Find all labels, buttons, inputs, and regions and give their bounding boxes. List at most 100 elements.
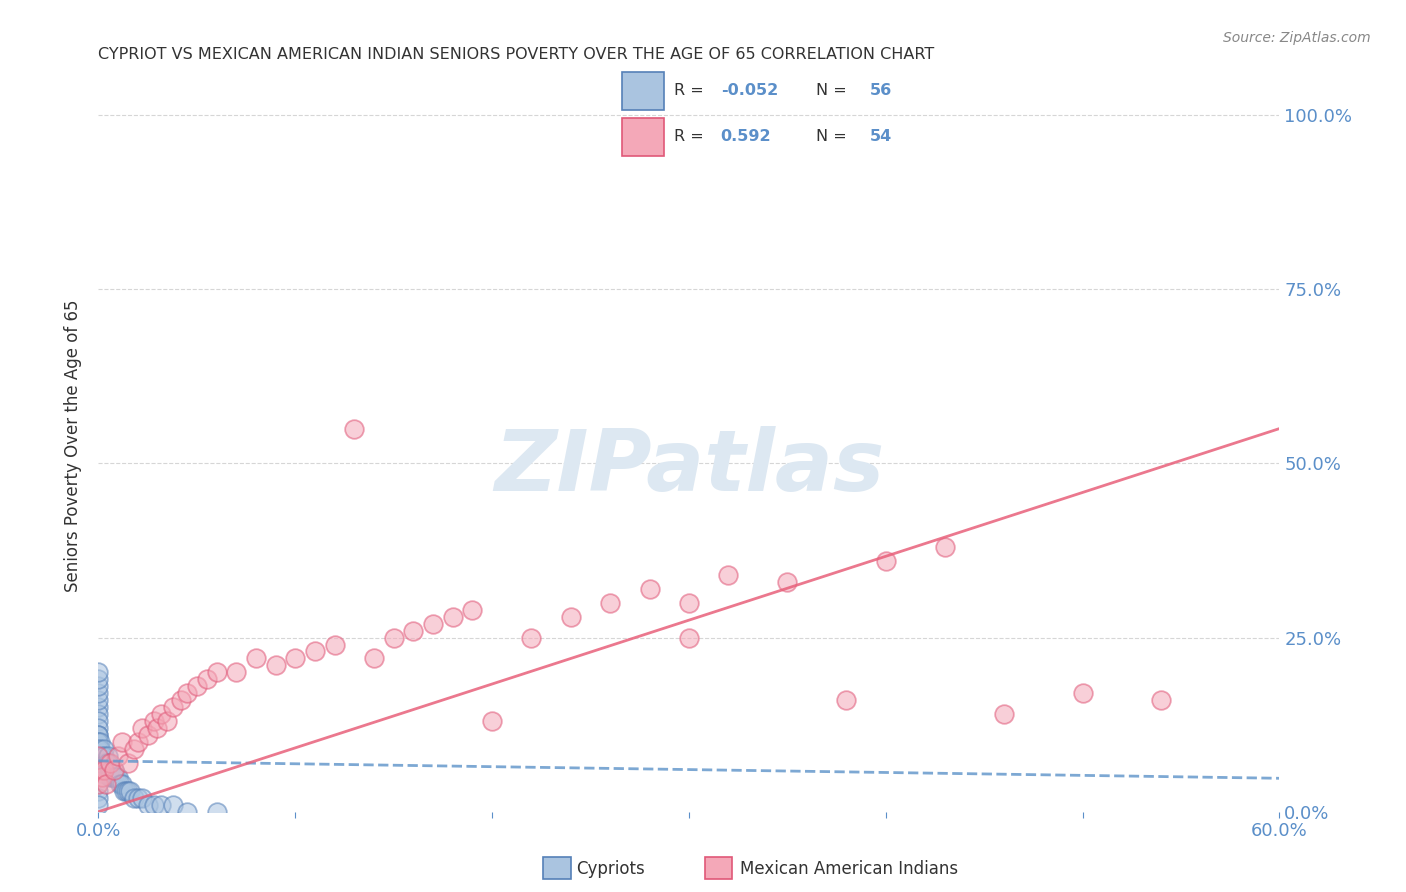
Point (835, 693, 858, 707)
Point (136, 797, 159, 812)
Point (87, 686, 110, 700)
Point (112, 784, 135, 798)
Point (162, 700, 184, 714)
Text: ZIPatlas: ZIPatlas (494, 426, 884, 509)
Point (150, 707, 173, 722)
Point (284, 651, 307, 665)
Point (89, 735, 111, 749)
Point (1150, 693, 1173, 707)
Point (115, 784, 138, 798)
Point (87, 742, 110, 756)
Bar (704, 857, 733, 879)
Point (205, 805, 228, 819)
Point (162, 797, 184, 812)
Point (245, 651, 267, 665)
Point (87, 673, 110, 687)
Point (91, 749, 114, 764)
Point (103, 770, 125, 784)
Point (875, 554, 897, 568)
Point (520, 631, 543, 645)
Point (156, 714, 179, 728)
Text: Cypriots: Cypriots (576, 860, 645, 878)
Point (176, 686, 198, 700)
Point (91, 756, 114, 770)
Point (87, 797, 110, 812)
Point (87, 693, 110, 707)
Point (87, 777, 110, 791)
Point (136, 728, 159, 742)
Point (98, 756, 121, 770)
Point (402, 624, 425, 638)
Point (481, 714, 503, 728)
Point (343, 421, 366, 435)
Text: N =: N = (817, 129, 852, 145)
Text: CYPRIOT VS MEXICAN AMERICAN INDIAN SENIORS POVERTY OVER THE AGE OF 65 CORRELATIO: CYPRIOT VS MEXICAN AMERICAN INDIAN SENIO… (98, 47, 935, 62)
Point (87, 763, 110, 777)
Point (934, 540, 956, 554)
Point (91, 770, 114, 784)
Point (87, 749, 110, 764)
Point (87, 777, 110, 791)
Point (87, 665, 110, 680)
Point (101, 770, 124, 784)
Point (96, 756, 118, 770)
Point (776, 574, 799, 589)
Point (93, 742, 115, 756)
Point (87, 714, 110, 728)
FancyBboxPatch shape (621, 71, 665, 110)
Point (87, 721, 110, 735)
Point (678, 596, 700, 610)
Point (264, 658, 287, 673)
Point (107, 770, 129, 784)
Point (638, 582, 661, 596)
Point (87, 700, 110, 714)
Point (717, 567, 740, 582)
Bar (543, 857, 571, 879)
Point (87, 790, 110, 805)
Point (107, 749, 129, 764)
Text: -0.052: -0.052 (721, 83, 778, 98)
Point (93, 749, 115, 764)
Point (150, 797, 173, 812)
Point (170, 693, 193, 707)
Point (122, 742, 145, 756)
Point (131, 721, 153, 735)
Point (441, 609, 464, 624)
Point (461, 603, 484, 617)
Point (678, 631, 700, 645)
Point (127, 790, 149, 805)
Point (118, 784, 141, 798)
Point (87, 784, 110, 798)
Y-axis label: Seniors Poverty Over the Age of 65: Seniors Poverty Over the Age of 65 (65, 300, 83, 592)
Point (96, 777, 118, 791)
Point (146, 721, 169, 735)
Point (98, 763, 121, 777)
Text: Source: ZipAtlas.com: Source: ZipAtlas.com (1223, 31, 1371, 45)
Point (131, 790, 153, 805)
Text: R =: R = (675, 129, 714, 145)
Point (225, 665, 247, 680)
Point (1071, 686, 1094, 700)
Point (87, 770, 110, 784)
Point (97, 749, 120, 764)
Point (993, 707, 1015, 722)
Point (97, 756, 120, 770)
Point (382, 631, 405, 645)
Point (89, 742, 111, 756)
Text: N =: N = (817, 83, 852, 98)
Point (87, 742, 110, 756)
Point (186, 679, 208, 693)
Text: 56: 56 (869, 83, 891, 98)
Point (87, 756, 110, 770)
Point (93, 763, 115, 777)
Point (105, 770, 128, 784)
Point (599, 596, 621, 610)
Point (142, 714, 165, 728)
Point (87, 735, 110, 749)
Point (111, 777, 134, 791)
Text: R =: R = (675, 83, 709, 98)
Text: Mexican American Indians: Mexican American Indians (740, 860, 957, 878)
Point (111, 735, 134, 749)
Point (176, 805, 198, 819)
Point (98, 770, 121, 784)
